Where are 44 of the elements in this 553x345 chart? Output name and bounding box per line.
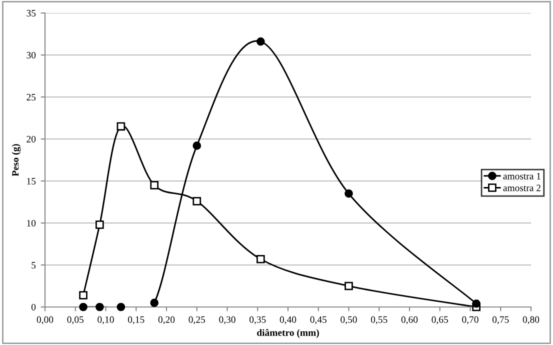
x-tick-label: 0,35 [249,316,266,324]
x-tick-label: 0,45 [310,316,326,324]
point [116,302,126,312]
y-tick-label: 10 [27,220,36,226]
point [344,189,353,198]
point [79,291,88,300]
y-axis-title: Peso (g) [12,144,21,176]
x-axis-title: diâmetro (mm) [257,329,319,338]
point [79,302,88,312]
legend-label: amostra 2 [503,184,540,192]
y-tick-label: 5 [32,262,36,268]
y-tick-label: 15 [27,178,36,184]
x-tick-label: 0,10 [98,316,114,324]
x-tick-label: 0,05 [67,316,84,324]
x-tick-label: 0,60 [401,316,418,324]
point [96,302,104,312]
y-tick-label: 30 [26,52,36,58]
point [192,142,202,150]
x-tick-label: 0,80 [522,316,540,324]
point [116,122,126,131]
y-tick-label: 25 [26,94,36,100]
x-tick-label: 0,50 [340,316,357,324]
y-tick-label: 35 [26,10,36,16]
x-tick-label: 0,40 [280,316,296,324]
point [256,37,265,46]
point [150,181,159,190]
x-tick-label: 0,75 [492,316,509,324]
y-tick-label: 20 [26,136,36,142]
x-tick-label: 0,00 [36,316,54,324]
point [192,196,202,206]
point [96,220,104,229]
point [344,282,353,290]
legend-label: amostra 1 [503,172,540,180]
x-tick-label: 0,70 [462,316,478,324]
point [256,254,265,264]
x-tick-label: 0,30 [219,316,236,324]
x-tick-label: 0,55 [370,316,388,324]
x-tick-label: 0,20 [158,316,175,324]
point [472,299,480,308]
x-tick-label: 0,65 [432,316,448,324]
point [150,298,159,307]
x-tick-label: 0,15 [128,316,144,324]
x-tick-label: 0,25 [188,316,205,324]
y-tick-label: 0 [31,304,36,310]
